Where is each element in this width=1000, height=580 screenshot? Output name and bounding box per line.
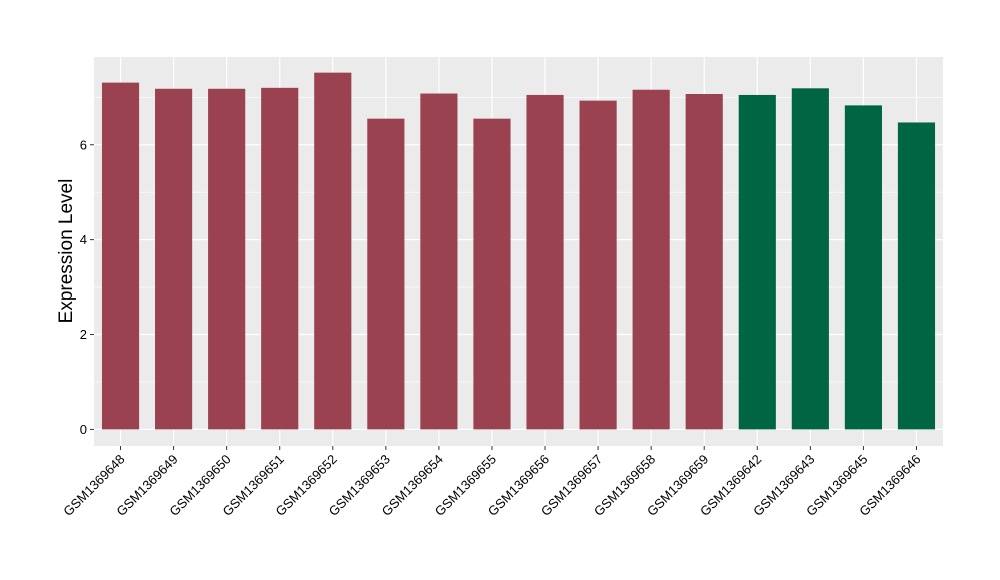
bar-GSM1369655	[473, 118, 511, 430]
bar-GSM1369651	[261, 87, 299, 430]
bar-GSM1369642	[738, 94, 776, 430]
bar-GSM1369653	[367, 118, 405, 430]
bars	[101, 72, 936, 430]
bar-GSM1369657	[579, 100, 617, 430]
bar-GSM1369646	[897, 122, 936, 430]
bar-GSM1369659	[685, 94, 723, 430]
bar-GSM1369648	[101, 82, 140, 430]
bar-GSM1369650	[208, 88, 246, 430]
bar-GSM1369658	[632, 89, 670, 430]
y-tick-label: 2	[80, 327, 87, 342]
y-tick-label: 6	[80, 137, 87, 152]
bar-GSM1369656	[526, 94, 564, 430]
bar-GSM1369652	[314, 72, 352, 430]
bar-GSM1369649	[155, 88, 193, 430]
bar-GSM1369654	[420, 93, 458, 430]
y-tick-label: 0	[80, 422, 87, 437]
bar-GSM1369643	[791, 88, 829, 430]
bar-GSM1369645	[844, 105, 882, 430]
y-tick-label: 4	[80, 232, 87, 247]
y-axis-title: Expression Level	[56, 179, 77, 324]
